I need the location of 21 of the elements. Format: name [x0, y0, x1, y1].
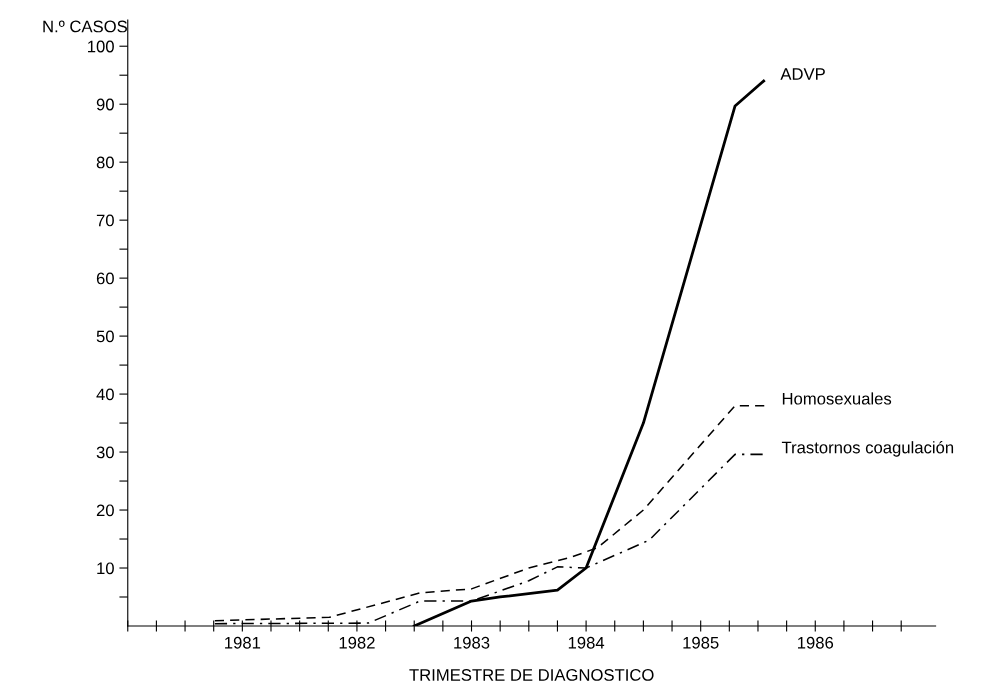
y-tick-label: 40 [96, 388, 114, 401]
y-axis-title: N.º CASOS [43, 20, 127, 33]
series-label: Trastornos coagulación [781, 440, 954, 457]
x-tick-label: 1981 [225, 636, 261, 649]
y-tick-label: 60 [96, 272, 114, 285]
y-tick-label: 100 [88, 40, 114, 53]
x-tick-label: 1985 [683, 636, 719, 649]
x-tick-label: 1984 [568, 636, 605, 649]
series-label: Homosexuales [782, 392, 892, 405]
y-tick-label: 90 [96, 98, 114, 111]
x-tick-label: 1982 [339, 636, 375, 649]
y-tick-label: 80 [96, 156, 114, 169]
x-tick-label: 1983 [454, 636, 490, 649]
y-tick-label: 10 [97, 562, 114, 575]
series-label: ADVP [780, 68, 825, 80]
y-tick-label: 30 [96, 446, 114, 459]
x-tick-label: 1986 [798, 636, 834, 649]
y-tick-label: 50 [96, 330, 114, 343]
y-tick-label: 70 [96, 214, 114, 227]
x-axis-title: TRIMESTRE DE DIAGNOSTICO [409, 669, 654, 681]
y-tick-label: 20 [96, 504, 114, 517]
